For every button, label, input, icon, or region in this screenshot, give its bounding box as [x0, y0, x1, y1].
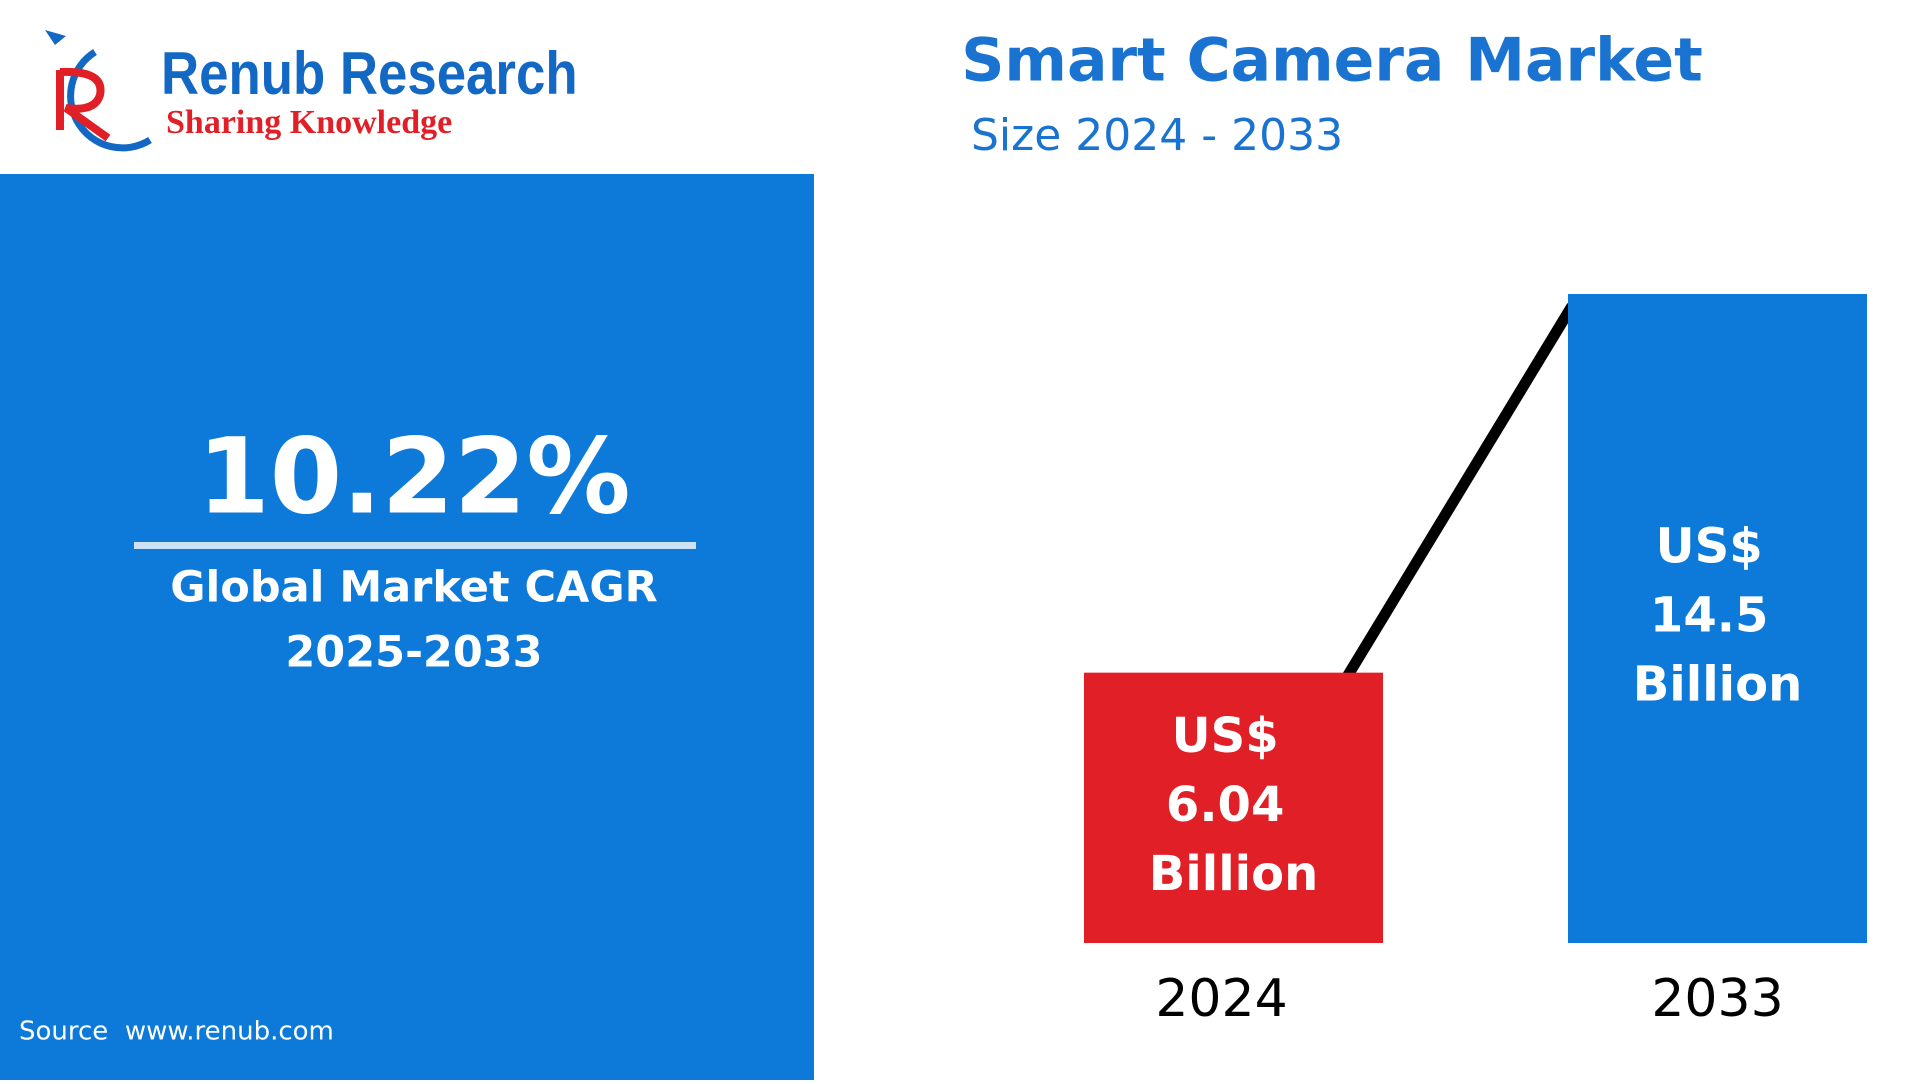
value-label-line: 6.04: [1166, 777, 1301, 833]
chart-subtitle: Size 2024 - 2033: [971, 110, 1343, 161]
value-label-line: US$: [1656, 519, 1780, 575]
value-label: US$ 6.04 Billion: [1149, 708, 1319, 902]
chart-title: Smart Camera Market: [961, 26, 1703, 96]
bar: [1084, 672, 1383, 943]
brand-tagline: Sharing Knowledge: [166, 104, 452, 141]
divider: [134, 542, 696, 549]
value-label-line: 14.5: [1650, 588, 1785, 644]
x-tick-label: 2033: [1651, 969, 1783, 1029]
value-label-line: Billion: [1149, 846, 1319, 902]
left-panel: [0, 174, 814, 1080]
brand-name: Renub Research: [161, 40, 578, 107]
trend-line: [1342, 303, 1577, 680]
cagr-label: Global Market CAGR: [170, 563, 657, 613]
value-label-line: US$: [1172, 708, 1296, 764]
logo-icon: [45, 30, 152, 152]
value-label: US$ 14.5 Billion: [1633, 519, 1803, 713]
value-label-line: Billion: [1633, 657, 1803, 713]
bar: [1568, 294, 1867, 943]
x-tick-label: 2024: [1155, 969, 1287, 1029]
cagr-period: 2025-2033: [285, 628, 542, 678]
cagr-value: 10.22%: [197, 415, 630, 537]
source: Source www.renub.com: [19, 1017, 334, 1047]
